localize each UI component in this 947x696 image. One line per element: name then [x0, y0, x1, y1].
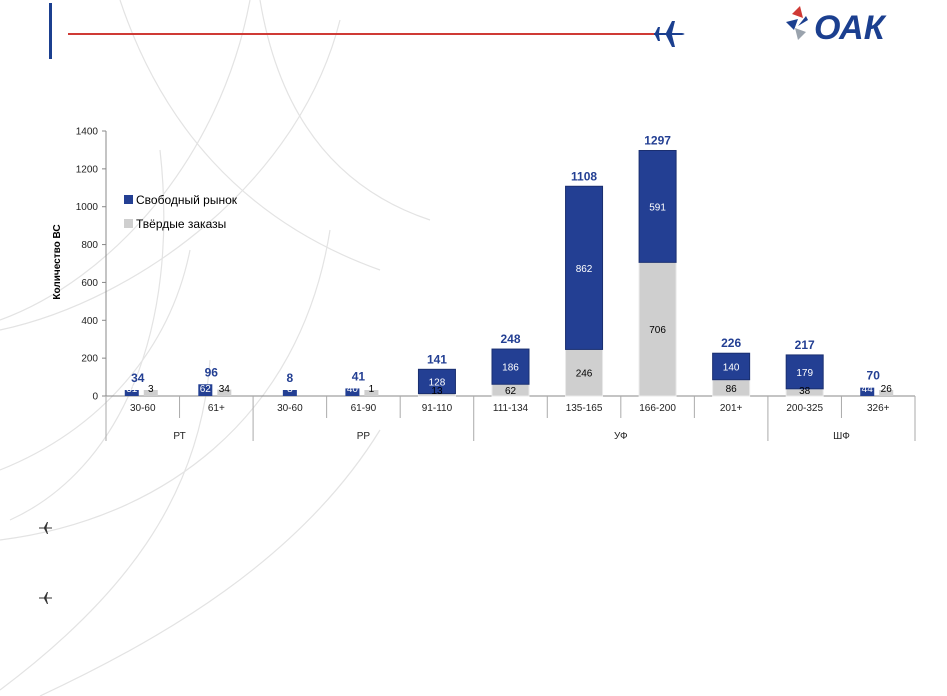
- total-label: 96: [205, 365, 219, 379]
- data-label-firm-orders: 34: [219, 384, 231, 395]
- total-label: 226: [721, 336, 741, 350]
- data-label-free-market: 62: [200, 384, 212, 395]
- plane-icon: [654, 21, 685, 47]
- bar-free-market: [282, 390, 297, 396]
- bar-firm-orders: [143, 390, 158, 396]
- header-accent-bar: [49, 3, 52, 59]
- bar-firm-orders: [879, 390, 894, 396]
- data-label-free-market: 140: [723, 362, 740, 373]
- x-tick-label: 166-200: [639, 403, 676, 414]
- data-label-free-market: 44: [862, 384, 874, 395]
- logo: ОАК: [784, 4, 934, 49]
- data-label-free-market: 186: [502, 363, 519, 374]
- x-tick-label: 326+: [867, 403, 890, 414]
- bar-firm-orders: [638, 261, 677, 397]
- data-label-free-market: 40: [347, 384, 359, 395]
- legend-swatch-firm-orders: [124, 219, 133, 228]
- y-tick-label: 600: [81, 278, 98, 289]
- legend: Свободный рынок Твёрдые заказы: [124, 193, 238, 231]
- y-tick-label: 1000: [76, 202, 99, 213]
- bar-free-market: [198, 384, 213, 396]
- total-label: 1108: [571, 169, 597, 183]
- y-tick-label: 800: [81, 240, 98, 251]
- data-label-firm-orders: 86: [726, 384, 738, 395]
- data-label-free-market: 591: [649, 202, 666, 213]
- total-label: 248: [500, 332, 520, 346]
- data-label-firm-orders: 246: [576, 369, 593, 380]
- x-tick-label: 111-134: [493, 403, 529, 414]
- bar-firm-orders: [364, 390, 379, 396]
- bar-free-market: [712, 352, 751, 381]
- y-tick-label: 200: [81, 354, 98, 365]
- group-label: УФ: [614, 431, 628, 442]
- data-label-firm-orders: 38: [799, 386, 811, 397]
- total-label: 141: [427, 352, 447, 366]
- data-label-firm-orders: 706: [649, 325, 666, 336]
- data-label-firm-orders: 62: [505, 386, 517, 397]
- bar-free-market: [124, 390, 139, 396]
- x-tick-label: 135-165: [566, 403, 603, 414]
- bar-firm-orders: [565, 348, 604, 397]
- data-label-free-market: 8: [287, 384, 293, 395]
- logo-text: ОАК: [814, 9, 887, 44]
- y-tick-label: 0: [92, 392, 98, 403]
- total-label: 1297: [644, 133, 671, 147]
- x-tick-label: 30-60: [130, 403, 156, 414]
- legend-label-free-market: Свободный рынок: [136, 193, 238, 207]
- x-tick-label: 30-60: [277, 403, 303, 414]
- bar-free-market: [565, 185, 604, 350]
- header-line: [68, 33, 656, 35]
- bar-free-market: [785, 354, 824, 390]
- group-label: РР: [357, 431, 371, 442]
- y-tick-label: 400: [81, 316, 98, 327]
- bar-free-market: [491, 348, 530, 385]
- y-tick-label: 1200: [76, 164, 99, 175]
- x-tick-label: 91-110: [422, 403, 453, 414]
- data-label-free-market: 128: [429, 377, 446, 388]
- x-tick-label: 201+: [720, 403, 743, 414]
- x-tick-label: 61-90: [351, 403, 377, 414]
- x-tick-label: 61+: [208, 403, 225, 414]
- bar-free-market: [860, 387, 875, 396]
- data-label-free-market: 179: [796, 368, 813, 379]
- bullet-plane-icon: [39, 522, 52, 534]
- group-label: РТ: [173, 431, 185, 442]
- data-label-free-market: 31: [126, 384, 138, 395]
- total-label: 70: [867, 369, 881, 383]
- bar-free-market: [638, 149, 677, 263]
- data-label-firm-orders: 1: [369, 384, 375, 395]
- total-label: 41: [352, 369, 366, 383]
- star-logo-icon: [786, 6, 808, 40]
- data-label-firm-orders: 3: [148, 384, 154, 395]
- y-tick-label: 1400: [76, 127, 99, 138]
- legend-swatch-free-market: [124, 195, 133, 204]
- data-label-firm-orders: 26: [881, 384, 893, 395]
- total-label: 8: [287, 371, 294, 385]
- data-label-firm-orders: 13: [431, 386, 443, 397]
- legend-label-firm-orders: Твёрдые заказы: [136, 217, 226, 231]
- total-label: 34: [131, 371, 145, 385]
- y-axis-label: Количество ВС: [52, 224, 63, 299]
- bullet-plane-icon: [39, 592, 52, 604]
- data-label-free-market: 862: [576, 264, 593, 275]
- bar-free-market: [417, 368, 456, 395]
- x-tick-label: 200-325: [786, 403, 823, 414]
- bar-firm-orders: [217, 389, 232, 396]
- total-label: 217: [795, 338, 815, 352]
- bar-free-market: [345, 388, 360, 396]
- group-label: ШФ: [833, 431, 850, 442]
